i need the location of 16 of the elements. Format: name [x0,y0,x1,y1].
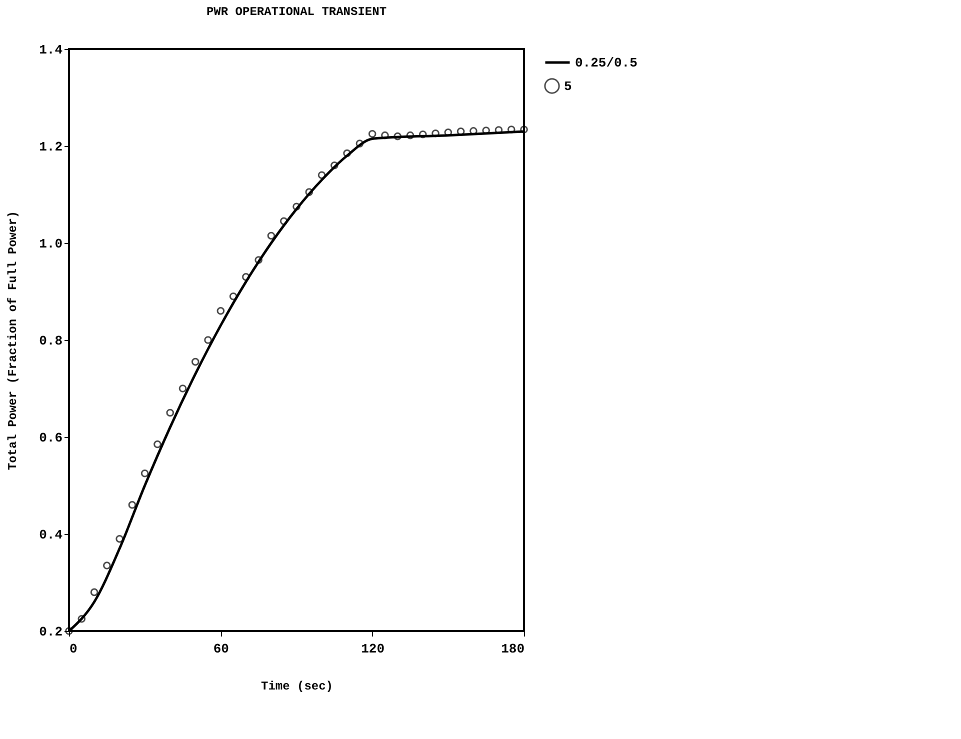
y-tick-label: 0.2 [39,624,63,640]
chart-title: PWR OPERATIONAL TRANSIENT [206,5,387,19]
legend-label: 0.25/0.5 [575,56,638,70]
y-tick-label: 0.4 [39,528,63,542]
x-axis-title: Time (sec) [260,680,334,694]
y-tick-label: 0.6 [39,430,63,446]
x-tick-label: 120 [361,642,385,656]
x-tick-label: 0 [70,642,78,656]
x-tick-label: 180 [501,642,525,656]
y-tick-label: 0.8 [39,334,63,348]
y-axis-title: Total Power (Fraction of Full Power) [6,210,20,470]
x-tick-label: 60 [213,642,230,656]
y-tick-label: 1.0 [39,236,63,252]
y-tick-label: 1.4 [39,42,63,58]
y-tick-label: 1.2 [39,140,63,154]
legend-label: 5 [564,79,572,94]
